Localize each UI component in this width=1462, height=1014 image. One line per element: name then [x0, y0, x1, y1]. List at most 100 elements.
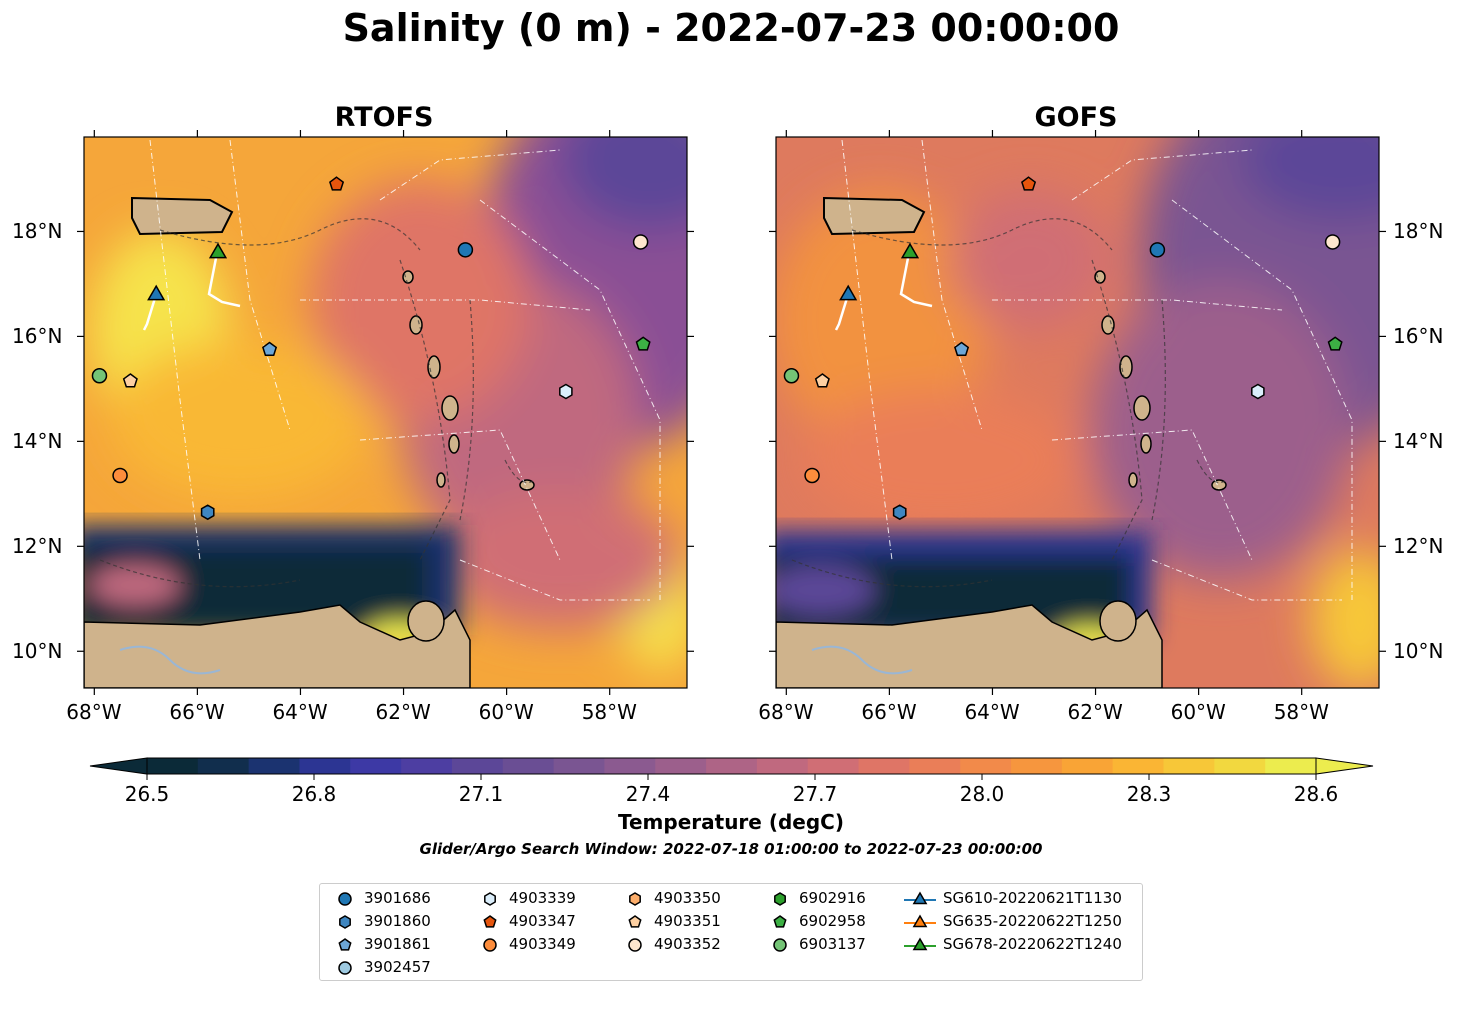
legend-marker-triangle: [904, 914, 936, 927]
legend-label: 4903352: [654, 935, 721, 953]
legend-item: 6903137: [767, 934, 866, 954]
colorbar-tick-label: 28.3: [1126, 782, 1172, 806]
float-marker-3901860: [892, 504, 907, 521]
colorbar-tick-label: 28.0: [959, 782, 1005, 806]
colorbar-segment: [248, 758, 301, 774]
legend-item: 4903339: [477, 888, 576, 908]
legend-item: 3901861: [332, 934, 431, 954]
legend-label: SG678-20220622T1240: [943, 935, 1122, 953]
legend-symbol: [483, 914, 497, 928]
float-marker-4903351: [814, 373, 830, 388]
legend-label: 6902916: [799, 889, 866, 907]
legend-symbol: [774, 891, 786, 906]
colorbar-label: Temperature (degC): [618, 810, 844, 834]
legend-symbol: [339, 914, 351, 929]
legend-symbol: [773, 937, 787, 952]
lon-tick-label: 68°W: [66, 700, 122, 724]
glider-marker-SG678-20220622T1240: [900, 242, 920, 259]
legend-item: 3901860: [332, 911, 431, 931]
colorbar-segment: [401, 758, 453, 774]
panel-title-rtofs: RTOFS: [334, 102, 434, 133]
lon-tick-label: 68°W: [758, 700, 814, 724]
lat-tick-label: 16°N: [12, 324, 63, 349]
colorbar-segment: [553, 758, 606, 774]
legend-symbol: [629, 891, 641, 906]
legend-marker-circle: [338, 891, 352, 906]
legend-item: 4903347: [477, 911, 576, 931]
lat-tick-label: 10°N: [12, 639, 63, 664]
glider-marker-SG678-20220622T1240: [208, 242, 228, 259]
legend-marker-hexagon: [629, 891, 641, 906]
colorbar-segment: [960, 758, 1012, 774]
colorbar-segment: [147, 758, 199, 774]
glider-marker-SG610-20220621T1130: [147, 284, 166, 301]
legend-marker-hexagon: [484, 891, 496, 906]
legend-marker-pentagon: [483, 914, 497, 928]
legend-symbol: [338, 891, 352, 906]
legend-item: 3901686: [332, 888, 431, 908]
lon-tick-label: 66°W: [169, 700, 225, 724]
colorbar-max-extend: [1315, 757, 1374, 775]
legend: 3901686 3901860 3901861 3902457 4903339 49033…: [319, 883, 1143, 981]
search-window-note: Glider/Argo Search Window: 2022-07-18 01…: [419, 840, 1043, 858]
float-marker-6902958: [1327, 336, 1343, 351]
legend-label: 4903339: [509, 889, 576, 907]
legend-marker-triangle: [904, 937, 936, 950]
legend-symbol: [338, 960, 352, 975]
colorbar-tick-label: 28.6: [1293, 782, 1339, 806]
float-marker-4903349: [804, 467, 820, 484]
colorbar-segment: [909, 758, 961, 774]
colorbar-segment: [197, 758, 250, 774]
float-marker-4903347: [329, 176, 345, 191]
legend-marker-circle: [338, 960, 352, 975]
legend-label: 6902958: [799, 912, 866, 930]
legend-label: 4903347: [509, 912, 576, 930]
legend-symbol: [628, 937, 642, 952]
legend-marker-pentagon: [773, 914, 787, 928]
lon-tick-label: 62°W: [1067, 700, 1123, 724]
legend-label: 3901686: [364, 889, 431, 907]
legend-item: SG610-20220621T1130: [903, 888, 1122, 908]
legend-label: 4903351: [654, 912, 721, 930]
colorbar-tick-label: 27.1: [458, 782, 504, 806]
lat-tick-label: 14°N: [12, 429, 63, 454]
legend-symbol: [338, 937, 352, 951]
panel-title-gofs: GOFS: [1034, 102, 1118, 133]
legend-symbol: [773, 914, 787, 928]
legend-symbol: [483, 937, 497, 952]
float-marker-3901686: [457, 242, 474, 258]
legend-label: 4903349: [509, 935, 576, 953]
float-marker-4903352: [1324, 234, 1341, 250]
legend-marker-hexagon: [774, 891, 786, 906]
colorbar-segment: [1011, 758, 1063, 774]
gofs-map: [776, 137, 1379, 688]
legend-marker-circle: [628, 937, 642, 952]
lon-tick-label: 66°W: [861, 700, 917, 724]
colorbar-segment: [858, 758, 910, 774]
colorbar-segment: [350, 758, 402, 774]
float-marker-4903352: [632, 234, 649, 250]
colorbar-tick-label: 26.5: [124, 782, 170, 806]
legend-item: 4903351: [622, 911, 721, 931]
legend-item: SG635-20220622T1250: [903, 911, 1122, 931]
glider-marker-SG610-20220621T1130: [839, 284, 858, 301]
colorbar-tick-label: 27.7: [792, 782, 838, 806]
colorbar-segment: [502, 758, 555, 774]
float-marker-6902958: [635, 336, 651, 351]
lat-tick-label: 12°N: [1393, 534, 1444, 559]
page-title: Salinity (0 m) - 2022-07-23 00:00:00: [342, 6, 1120, 50]
legend-triangle: [912, 914, 928, 927]
float-marker-3901861: [262, 341, 278, 356]
colorbar-segment: [756, 758, 809, 774]
colorbar-segment: [1163, 758, 1215, 774]
float-marker-6903137: [91, 368, 108, 384]
lon-tick-label: 58°W: [1273, 700, 1329, 724]
float-marker-4903347: [1021, 176, 1037, 191]
legend-item: 4903349: [477, 934, 576, 954]
colorbar-segment: [604, 758, 656, 774]
legend-symbol: [484, 891, 496, 906]
lat-tick-label: 18°N: [12, 219, 63, 244]
colorbar-segment: [1112, 758, 1165, 774]
legend-marker-circle: [483, 937, 497, 952]
legend-label: SG610-20220621T1130: [943, 889, 1122, 907]
